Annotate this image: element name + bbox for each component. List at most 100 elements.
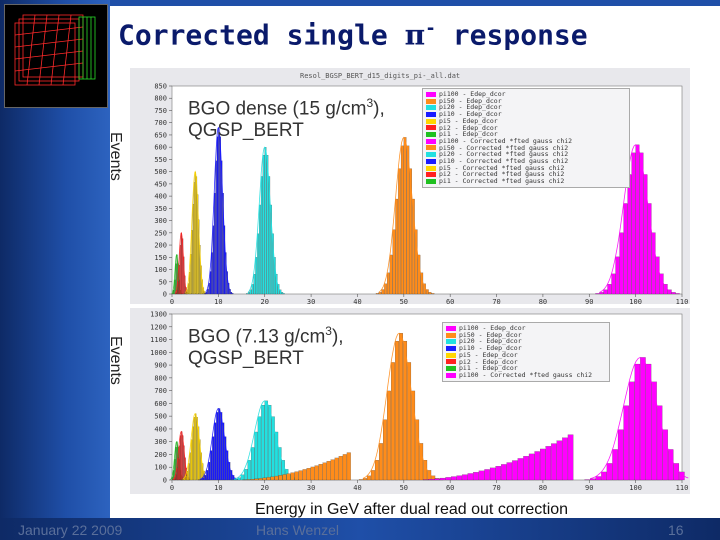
histogram-bar	[253, 274, 256, 295]
y-tick-label: 0	[163, 291, 167, 299]
x-tick-label: 70	[492, 298, 500, 304]
histogram-bar	[182, 238, 184, 295]
histogram-bar	[249, 289, 252, 295]
histogram-bar	[623, 203, 628, 295]
y-tick-label: 300	[154, 438, 167, 446]
histogram-bar	[647, 203, 652, 295]
legend-swatch	[426, 165, 436, 171]
histogram-bar	[523, 456, 529, 481]
detector-image	[14, 14, 96, 86]
histogram-bar	[358, 479, 363, 481]
annotation-top-line1: BGO dense (15 g/cm	[188, 98, 367, 120]
histogram-bar	[378, 443, 383, 481]
legend-entry: pi20 - Edep_dcor	[446, 338, 606, 345]
footer-date: January 22 2009	[18, 522, 123, 538]
legend-entry: pi2 - Edep_dcor	[446, 358, 606, 366]
histogram-bar	[268, 176, 271, 295]
legend-top: pi100 - Edep_dcor pi50 - Edep_dcor pi20 - …	[422, 88, 630, 188]
histogram-bar	[204, 293, 206, 295]
y-tick-label: 800	[154, 95, 167, 103]
legend-entry: pi5 - Edep_dcor	[446, 352, 606, 359]
histogram-bar	[214, 192, 216, 295]
histogram-bar	[188, 463, 190, 481]
legend-swatch	[446, 352, 456, 358]
histogram-bar	[247, 460, 251, 481]
histogram-bar	[237, 477, 241, 481]
histogram-bar	[199, 245, 201, 295]
y-tick-label: 250	[154, 229, 167, 237]
histogram-bar	[222, 422, 225, 481]
title-suffix: response	[435, 18, 588, 52]
series-pi10	[198, 408, 241, 481]
annotation-bottom-line1: BGO (7.13 g/cm	[188, 326, 326, 348]
histogram-bar	[198, 219, 200, 295]
histogram-bar	[667, 289, 672, 295]
histogram-bar	[194, 171, 196, 295]
legend-label: pi1 - Edep_dcor	[459, 364, 518, 373]
histogram-bar	[395, 198, 399, 295]
histogram-bar	[414, 229, 418, 295]
histogram-bar	[212, 225, 214, 295]
histogram-bar	[392, 229, 396, 295]
fit-curve	[205, 126, 231, 293]
top-band	[110, 0, 720, 6]
histogram-bar	[399, 333, 404, 481]
histogram-bar	[192, 204, 194, 295]
y-axis-label-bottom: Events	[107, 336, 124, 385]
histogram-bar	[226, 450, 229, 481]
legend-entry: pi1 - Edep_dcor	[426, 131, 626, 138]
legend-entry: pi100 - Corrected *fted gauss chi2	[426, 138, 626, 145]
histogram-bar	[639, 152, 644, 295]
histogram-bar	[330, 459, 335, 481]
histogram-bar	[631, 152, 636, 295]
histogram-bar	[196, 176, 198, 295]
histogram-bar	[286, 473, 291, 481]
histogram-bar	[189, 452, 191, 481]
legend-entry: pi1 - Edep_dcor	[446, 365, 606, 372]
histogram-bar	[268, 405, 272, 481]
histogram-bar	[190, 439, 193, 481]
histogram-bar	[190, 254, 192, 295]
histogram-bar	[229, 289, 231, 295]
y-tick-label: 900	[154, 362, 167, 370]
legend-entry: pi100 - Edep_dcor	[426, 91, 626, 98]
histogram-bar	[208, 282, 210, 295]
legend-swatch	[426, 158, 436, 164]
histogram-bar	[338, 456, 343, 481]
legend-entry: pi10 - Edep_dcor	[426, 111, 626, 118]
histogram-bar	[370, 470, 375, 481]
histogram-bar	[211, 252, 213, 295]
histogram-bar	[395, 340, 399, 481]
legend-swatch	[446, 325, 456, 331]
histogram-bar	[617, 429, 624, 481]
legend-entry: pi100 - Edep_dcor	[446, 325, 606, 332]
fit-curve	[182, 413, 208, 480]
fit-curve	[247, 146, 282, 293]
histogram-bar	[271, 416, 275, 481]
histogram-bar	[181, 431, 183, 481]
histogram-bar	[247, 292, 250, 295]
histogram-bar	[417, 254, 421, 295]
histogram-bar	[220, 412, 223, 481]
legend-entry: pi2 - Edep_dcor	[426, 124, 626, 132]
legend-entry: pi100 - Corrected *fted gauss chi2	[446, 372, 606, 379]
histogram-bar	[425, 289, 429, 295]
histogram-bar	[667, 449, 674, 481]
fit-curve	[378, 136, 429, 293]
x-tick-label: 80	[539, 298, 547, 304]
histogram-bar	[223, 225, 226, 295]
x-tick-label: 30	[307, 484, 315, 492]
y-tick-label: 400	[154, 425, 167, 433]
series-pi50	[242, 332, 444, 481]
y-tick-label: 200	[154, 451, 167, 459]
histogram-bar	[173, 289, 175, 295]
histogram-bar	[178, 264, 180, 295]
y-tick-label: 450	[154, 180, 167, 188]
slide-title: Corrected single π- response	[118, 18, 678, 51]
legend-label: pi20 - Corrected *fted gauss chi2	[439, 150, 569, 159]
histogram-bar	[322, 462, 327, 481]
histogram-bar	[451, 476, 457, 481]
histogram-bar	[174, 279, 176, 295]
legend-swatch	[426, 132, 436, 138]
histogram-bar	[218, 408, 221, 481]
